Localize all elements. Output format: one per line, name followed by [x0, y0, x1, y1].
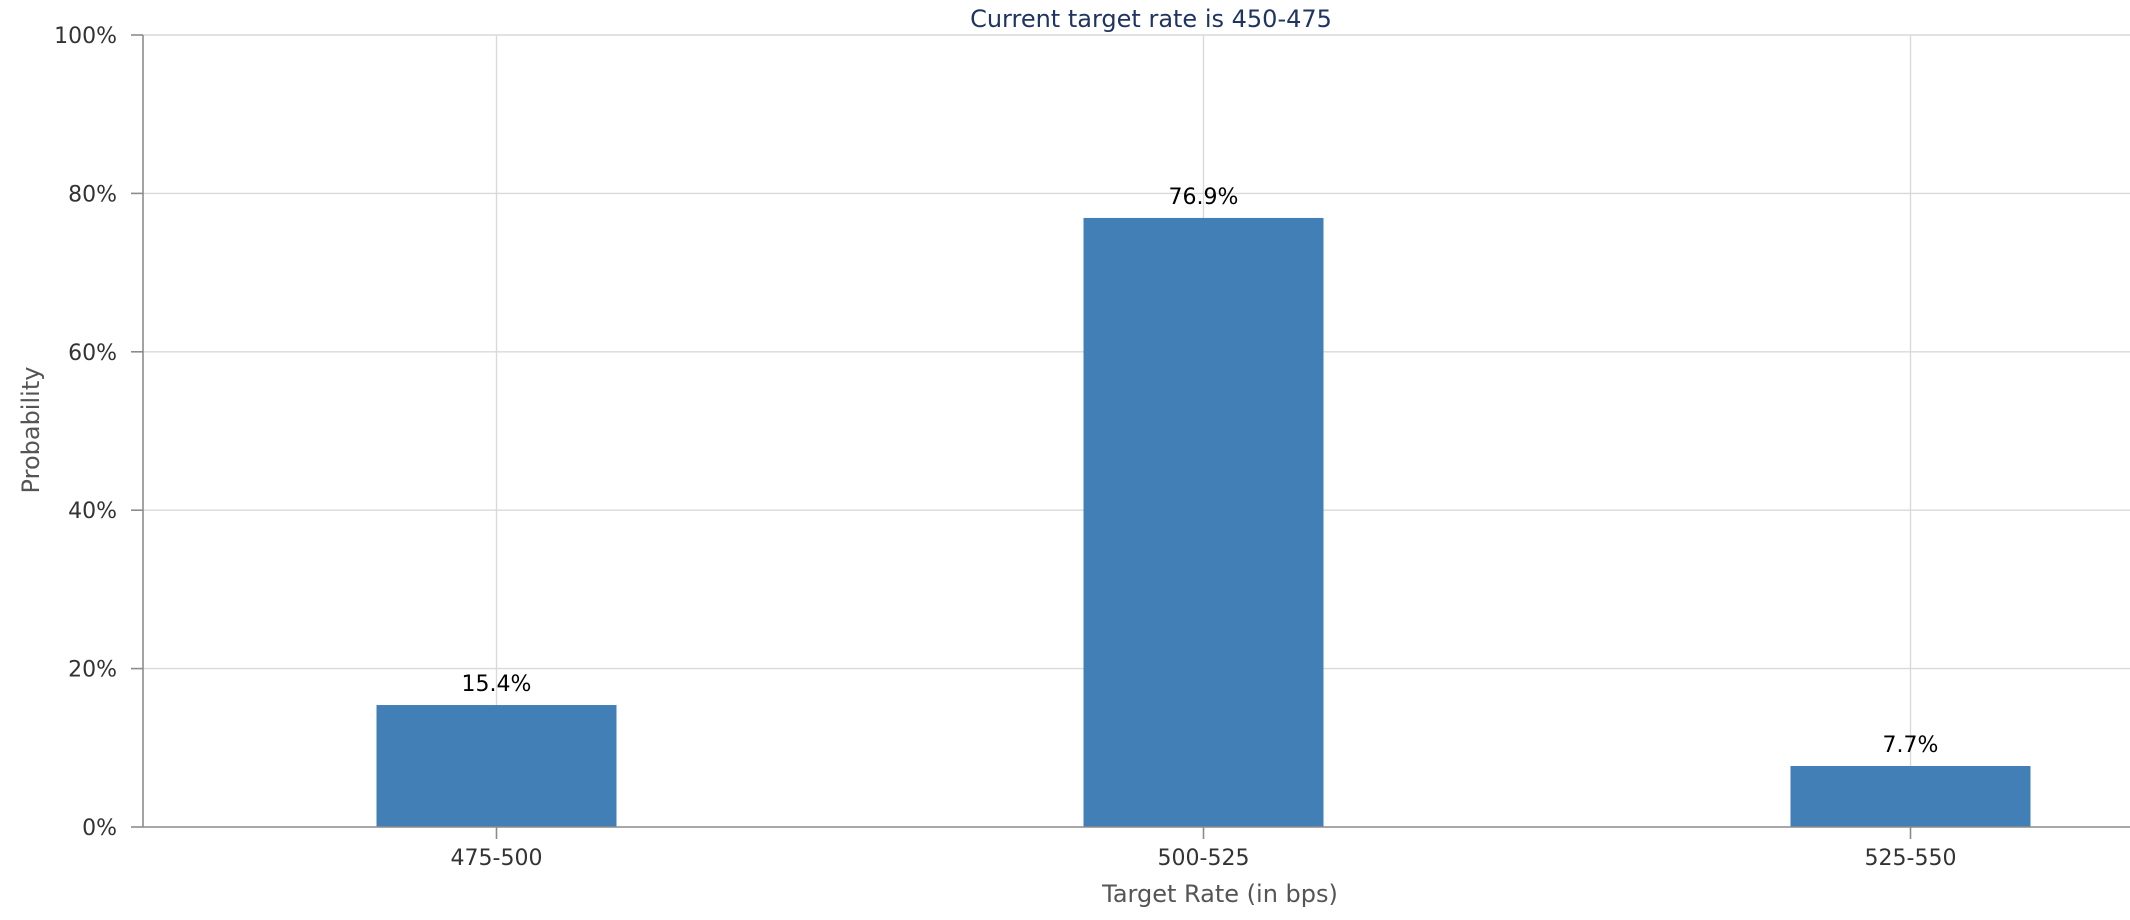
y-tick-label: 40%	[68, 499, 117, 524]
x-axis-ticks: 475-500 500-525 525-550	[451, 827, 1957, 871]
y-axis-ticks: 0% 20% 40% 60% 80% 100%	[54, 24, 143, 841]
data-label: 76.9%	[1169, 185, 1239, 210]
x-axis-title: Target Rate (in bps)	[1101, 880, 1338, 908]
data-label: 15.4%	[462, 672, 532, 697]
x-tick-label: 475-500	[451, 846, 543, 871]
bar-500-525[interactable]	[1083, 217, 1324, 827]
y-axis-title: Probability	[17, 367, 45, 494]
x-tick-label: 525-550	[1865, 846, 1957, 871]
data-label: 7.7%	[1883, 733, 1939, 758]
x-tick-label: 500-525	[1158, 846, 1250, 871]
chart-title: Current target rate is 450-475	[970, 5, 1332, 33]
bar-525-550[interactable]	[1790, 766, 2031, 827]
y-tick-label: 100%	[54, 24, 117, 49]
bars	[376, 217, 2031, 827]
data-labels: 15.4% 76.9% 7.7%	[462, 185, 1939, 758]
y-tick-label: 20%	[68, 658, 117, 683]
bar-475-500[interactable]	[376, 705, 617, 827]
axes	[142, 35, 2130, 828]
y-tick-label: 60%	[68, 341, 117, 366]
y-tick-label: 80%	[68, 182, 117, 207]
y-tick-label: 0%	[82, 816, 117, 841]
